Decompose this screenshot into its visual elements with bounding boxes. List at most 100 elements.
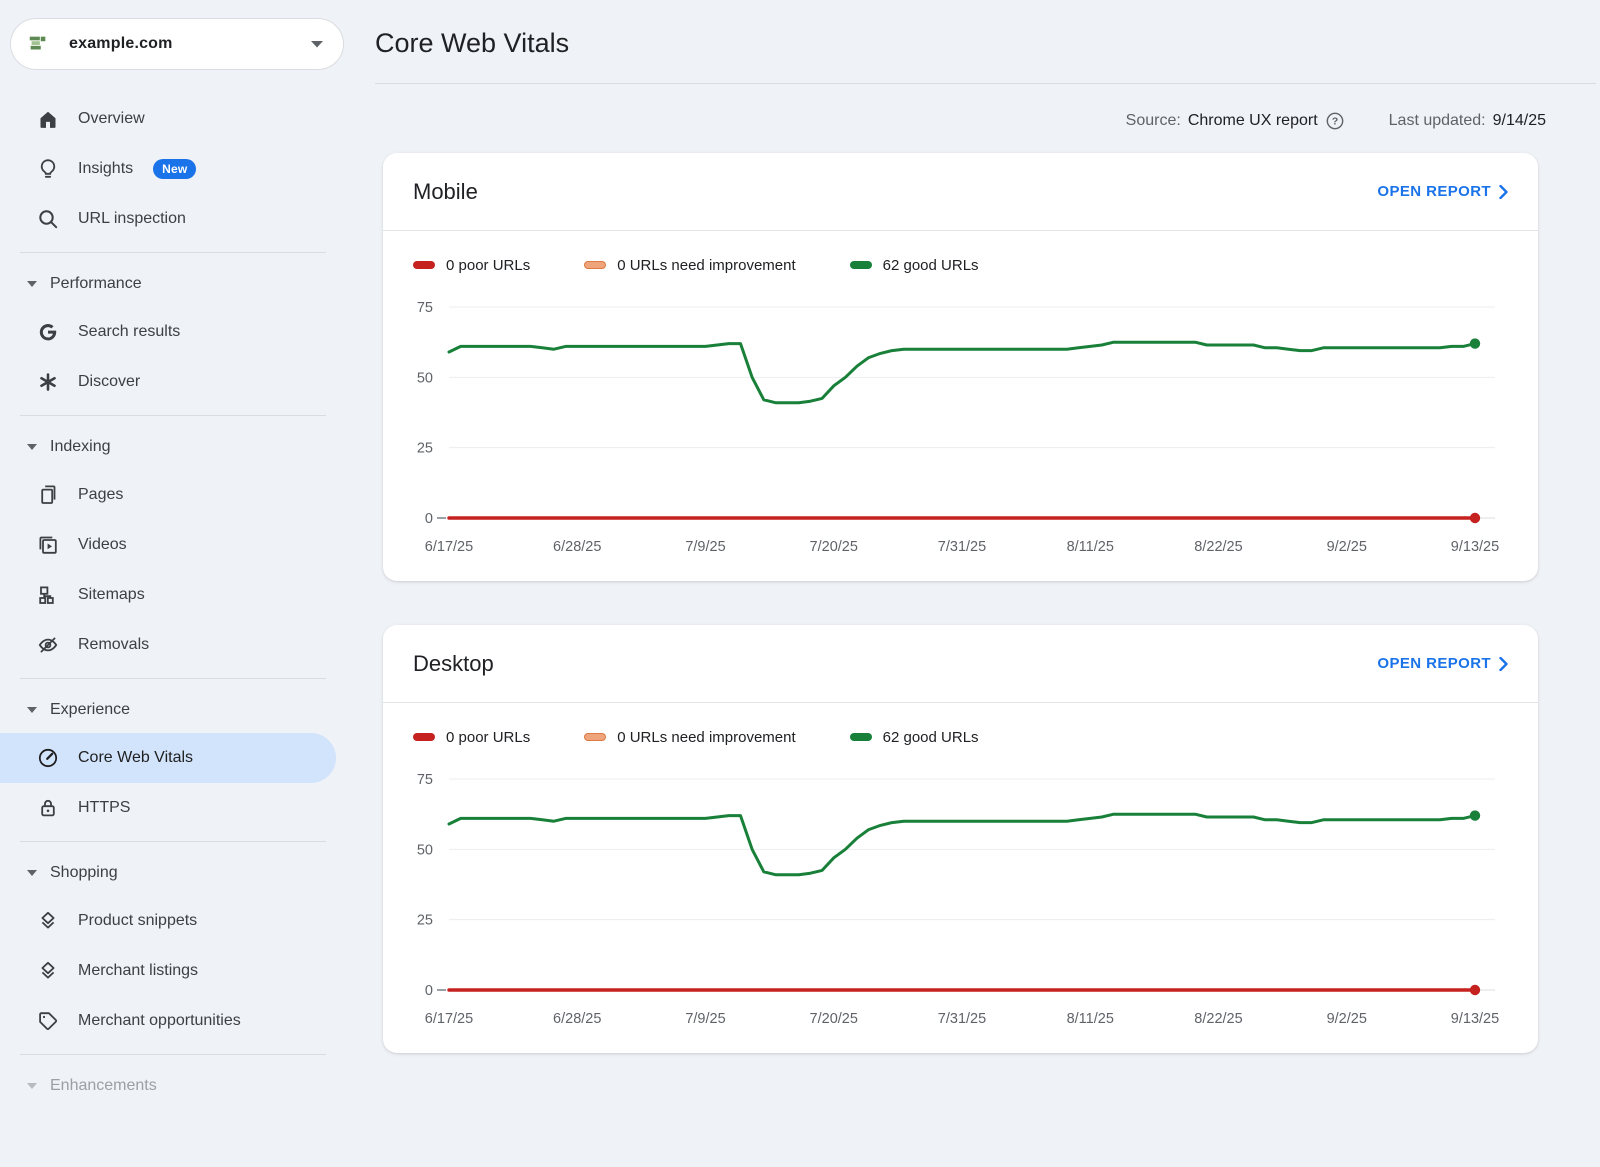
sidebar: example.com Overview Insights New — [0, 0, 360, 1167]
svg-text:25: 25 — [417, 441, 433, 457]
divider — [20, 1054, 326, 1055]
main-content: Core Web Vitals Source: Chrome UX report… — [360, 0, 1600, 1167]
sidebar-item-search-results[interactable]: Search results — [0, 307, 360, 357]
property-selector[interactable]: example.com — [10, 18, 344, 70]
caret-down-icon — [27, 444, 37, 450]
open-report-button[interactable]: OPEN REPORT — [1377, 183, 1508, 200]
svg-text:0: 0 — [425, 983, 433, 999]
svg-text:6/17/25: 6/17/25 — [425, 1011, 473, 1027]
sidebar-item-label: URL inspection — [78, 210, 186, 227]
desktop-chart[interactable]: 0 25 50 75 6/17/25 6/28/25 7/9/25 7/20/25 7/31/2… — [383, 747, 1538, 1053]
section-shopping[interactable]: Shopping — [0, 850, 360, 896]
sidebar-item-pages[interactable]: Pages — [0, 470, 360, 520]
legend-label: 62 good URLs — [882, 256, 979, 274]
sidebar-item-label: Pages — [78, 486, 124, 503]
divider — [375, 83, 1596, 84]
sidebar-item-product-snippets[interactable]: Product snippets — [0, 896, 360, 946]
sidebar-item-discover[interactable]: Discover — [0, 357, 360, 407]
sidebar-item-videos[interactable]: Videos — [0, 520, 360, 570]
svg-text:8/11/25: 8/11/25 — [1067, 1011, 1114, 1027]
svg-text:7/9/25: 7/9/25 — [685, 539, 725, 555]
sidebar-item-label: Overview — [78, 110, 145, 127]
legend-item-improve[interactable]: 0 URLs need improvement — [584, 256, 796, 274]
divider — [20, 252, 326, 253]
legend-item-good[interactable]: 62 good URLs — [849, 256, 979, 274]
sidebar-item-label: Insights — [78, 160, 134, 177]
sidebar-item-overview[interactable]: Overview — [0, 94, 360, 144]
legend-item-poor[interactable]: 0 poor URLs — [413, 257, 530, 274]
svg-text:8/22/25: 8/22/25 — [1194, 1011, 1242, 1027]
svg-text:6/28/25: 6/28/25 — [553, 1011, 601, 1027]
svg-text:50: 50 — [417, 842, 433, 858]
sidebar-item-label: Videos — [78, 536, 127, 553]
caret-down-icon — [27, 707, 37, 713]
sidebar-item-label: Removals — [78, 636, 150, 653]
source-label: Source: — [1125, 112, 1181, 129]
poor-dash-icon — [413, 733, 435, 741]
section-performance[interactable]: Performance — [0, 261, 360, 307]
sidebar-item-insights[interactable]: Insights New — [0, 144, 360, 194]
source-row: Source: Chrome UX report ? Last updated:… — [375, 111, 1546, 131]
home-icon — [36, 107, 60, 131]
svg-text:7/20/25: 7/20/25 — [810, 539, 858, 555]
sidebar-item-url-inspection[interactable]: URL inspection — [0, 194, 360, 244]
sidebar-item-sitemaps[interactable]: Sitemaps — [0, 570, 360, 620]
divider — [20, 678, 326, 679]
svg-text:25: 25 — [417, 913, 433, 929]
svg-text:6/28/25: 6/28/25 — [553, 539, 601, 555]
sidebar-item-label: Core Web Vitals — [78, 749, 194, 766]
svg-text:8/11/25: 8/11/25 — [1067, 539, 1114, 555]
sidebar-item-label: Product snippets — [78, 912, 198, 929]
improve-dash-icon — [584, 733, 607, 741]
sidebar-item-merchant-listings[interactable]: Merchant listings — [0, 946, 360, 996]
legend-item-poor[interactable]: 0 poor URLs — [413, 729, 530, 746]
search-icon — [36, 207, 60, 231]
open-report-label: OPEN REPORT — [1377, 183, 1491, 200]
open-report-button[interactable]: OPEN REPORT — [1377, 655, 1508, 672]
good-dash-icon — [849, 261, 872, 269]
chevron-right-icon — [1499, 184, 1508, 199]
tag-icon — [36, 1009, 60, 1033]
pages-icon — [36, 483, 60, 507]
section-experience[interactable]: Experience — [0, 687, 360, 733]
video-icon — [36, 533, 60, 557]
svg-text:8/22/25: 8/22/25 — [1194, 539, 1242, 555]
legend-item-improve[interactable]: 0 URLs need improvement — [584, 728, 796, 746]
section-label: Performance — [50, 275, 142, 292]
eye-off-icon — [36, 633, 60, 657]
svg-text:?: ? — [1331, 117, 1337, 128]
page-title: Core Web Vitals — [375, 28, 570, 58]
card-header: Mobile OPEN REPORT — [383, 153, 1538, 231]
sidebar-item-label: Discover — [78, 373, 141, 390]
section-enhancements[interactable]: Enhancements — [0, 1063, 360, 1109]
help-icon[interactable]: ? — [1325, 111, 1345, 131]
new-badge: New — [153, 159, 197, 179]
section-label: Experience — [50, 701, 131, 718]
legend-label: 62 good URLs — [882, 728, 979, 746]
legend-item-good[interactable]: 62 good URLs — [849, 728, 979, 746]
mobile-chart[interactable]: 0 25 50 75 6/17/25 6/28/25 7/9/25 7/20/25 7/31/2… — [383, 275, 1538, 581]
caret-down-icon — [27, 281, 37, 287]
sidebar-item-label: Merchant listings — [78, 962, 199, 979]
sidebar-item-https[interactable]: HTTPS — [0, 783, 360, 833]
legend-label: 0 URLs need improvement — [617, 728, 796, 746]
legend-label: 0 URLs need improvement — [617, 256, 796, 274]
svg-text:50: 50 — [417, 370, 433, 386]
sidebar-item-removals[interactable]: Removals — [0, 620, 360, 670]
svg-text:9/13/25: 9/13/25 — [1451, 539, 1499, 555]
good-dash-icon — [849, 733, 872, 741]
legend-label: 0 poor URLs — [446, 728, 531, 746]
divider — [20, 841, 326, 842]
svg-text:7/9/25: 7/9/25 — [685, 1011, 725, 1027]
svg-text:9/13/25: 9/13/25 — [1451, 1011, 1499, 1027]
caret-down-icon — [27, 870, 37, 876]
svg-text:6/17/25: 6/17/25 — [425, 539, 473, 555]
sidebar-item-label: Sitemaps — [78, 586, 145, 603]
sidebar-item-merchant-opportunities[interactable]: Merchant opportunities — [0, 996, 360, 1046]
svg-text:7/20/25: 7/20/25 — [810, 1011, 858, 1027]
section-indexing[interactable]: Indexing — [0, 424, 360, 470]
sidebar-item-core-web-vitals[interactable]: Core Web Vitals — [0, 733, 336, 783]
property-name: example.com — [69, 35, 173, 52]
sitemap-tree-icon — [36, 583, 60, 607]
